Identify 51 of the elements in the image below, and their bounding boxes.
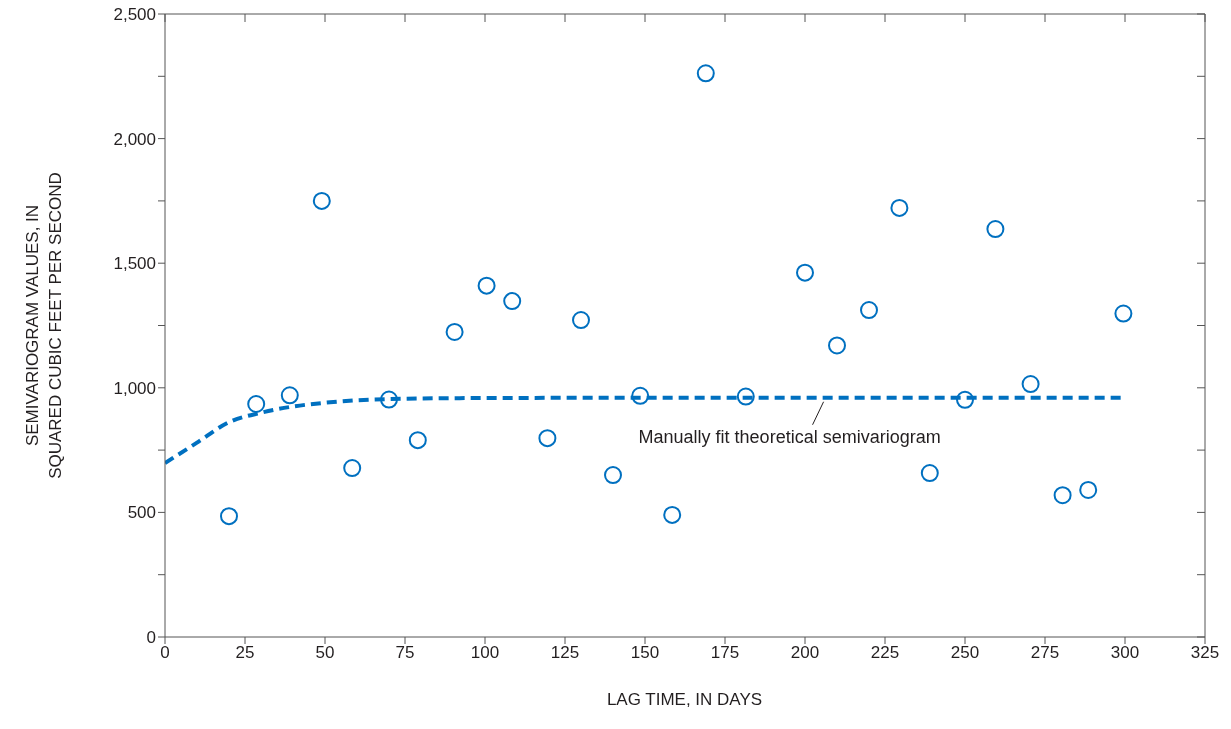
- y-tick-label: 2,500: [113, 5, 156, 25]
- point: [604, 466, 622, 485]
- x-axis-title: LAG TIME, IN DAYS: [606, 690, 763, 709]
- y-axis-title: SEMIVARIOGRAM VALUES, IN SQUARED CUBIC FEET PER SECOND: [23, 172, 65, 479]
- point: [1079, 480, 1098, 499]
- point: [920, 464, 939, 483]
- x-tick-label: 225: [870, 643, 900, 663]
- point: [312, 191, 331, 210]
- point: [828, 336, 846, 355]
- point: [572, 311, 590, 330]
- y-tick-label: 500: [127, 503, 156, 523]
- point: [1021, 375, 1040, 394]
- point: [1053, 486, 1072, 505]
- x-tick-label: 275: [1030, 643, 1060, 663]
- point: [796, 263, 814, 282]
- point: [860, 301, 878, 320]
- point: [343, 459, 362, 478]
- x-tick-label: 125: [550, 643, 580, 663]
- point: [220, 507, 238, 526]
- point: [736, 387, 755, 406]
- point: [477, 276, 496, 295]
- point: [1114, 304, 1133, 323]
- x-tick-label: 200: [790, 643, 820, 663]
- x-tick-label: 325: [1190, 643, 1220, 663]
- x-tick-label: 175: [710, 643, 740, 663]
- point: [247, 395, 266, 413]
- point: [631, 386, 650, 405]
- point: [380, 390, 398, 409]
- y-tick-label: 0: [146, 628, 156, 648]
- x-tick-label: 75: [395, 643, 415, 663]
- point: [663, 505, 682, 524]
- point: [986, 220, 1005, 239]
- point: [538, 429, 557, 448]
- x-tick-label: 150: [630, 643, 660, 663]
- point: [280, 386, 299, 405]
- point: [696, 64, 715, 83]
- point: [956, 390, 974, 409]
- x-tick-label: 25: [235, 643, 255, 663]
- y-tick-label: 1,500: [113, 254, 156, 274]
- y-tick-label: 2,000: [113, 129, 156, 149]
- point: [890, 198, 909, 217]
- x-tick-label: 50: [315, 643, 335, 663]
- point: [445, 322, 464, 341]
- point: [408, 431, 427, 450]
- point: [503, 292, 522, 311]
- x-tick-label: 300: [1110, 643, 1140, 663]
- x-tick-label: 100: [470, 643, 500, 663]
- x-tick-label: 0: [160, 643, 170, 663]
- annotation: Manually fit theoretical semivariogram: [638, 426, 941, 447]
- x-tick-label: 250: [950, 643, 980, 663]
- y-tick-label: 1,000: [113, 378, 156, 398]
